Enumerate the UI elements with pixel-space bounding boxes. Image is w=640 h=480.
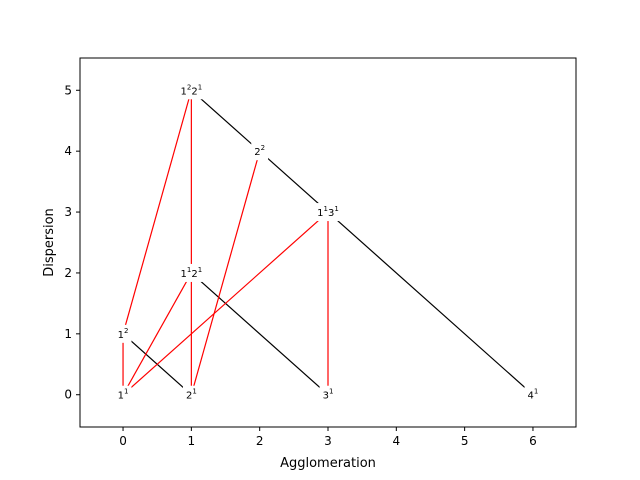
node-n4: 11​21​ [177,263,206,282]
node-label-background [114,324,132,343]
node-label-background [251,142,269,161]
node-n7: 31​ [319,385,337,404]
node-label-background [177,81,206,100]
node-n8: 11​31​ [314,203,342,222]
y-tick-label: 3 [64,205,72,219]
x-tick-label: 6 [529,434,537,448]
x-tick-label: 2 [256,434,264,448]
node-label-background [319,385,337,404]
y-tick-label: 1 [64,327,72,341]
edges-layer [122,89,534,396]
edge-n8-n9 [327,211,534,396]
edge-n3-n6 [190,151,261,395]
nodes-layer: 11​12​21​11​21​12​21​22​31​11​31​41​ [114,81,542,404]
y-axis-title: Dispersion [42,208,57,277]
node-label: 12​21​ [181,83,203,97]
node-label: 21​ [186,388,197,402]
x-tick-label: 3 [324,434,332,448]
node-n5: 12​21​ [177,81,206,100]
node-label: 11​21​ [181,266,203,280]
x-tick-label: 4 [392,434,400,448]
node-label-background [114,385,132,404]
node-label: 11​31​ [317,205,339,219]
y-tick-label: 0 [64,388,72,402]
node-label-background [524,385,542,404]
node-label: 11​ [118,388,129,402]
x-axis: 0 1 2 3 4 5 6 [119,427,537,448]
edge-n2-n5 [122,90,192,334]
y-tick-label: 5 [64,83,72,97]
node-n9: 41​ [524,385,542,404]
node-label: 41​ [528,388,539,402]
node-label: 12​ [118,327,129,341]
node-n2: 12​ [114,324,132,343]
y-tick-label: 4 [64,144,72,158]
y-tick-label: 2 [64,266,72,280]
node-n3: 21​ [182,385,200,404]
node-label: 22​ [254,144,265,158]
node-label-background [177,263,206,282]
edge-n5-n6 [190,89,261,152]
node-label-background [182,385,200,404]
node-n1: 11​ [114,385,132,404]
y-axis: 0 1 2 3 4 5 [64,83,80,402]
edge-n4-n7 [190,272,329,396]
edge-n6-n8 [259,150,329,213]
edge-n1-n8 [122,211,329,396]
node-n6: 22​ [251,142,269,161]
node-label-background [314,203,342,222]
node-label: 31​ [323,388,334,402]
x-axis-title: Agglomeration [280,456,376,471]
edge-n1-n4 [122,272,192,396]
x-tick-label: 0 [119,434,127,448]
x-tick-label: 5 [461,434,469,448]
x-tick-label: 1 [188,434,196,448]
